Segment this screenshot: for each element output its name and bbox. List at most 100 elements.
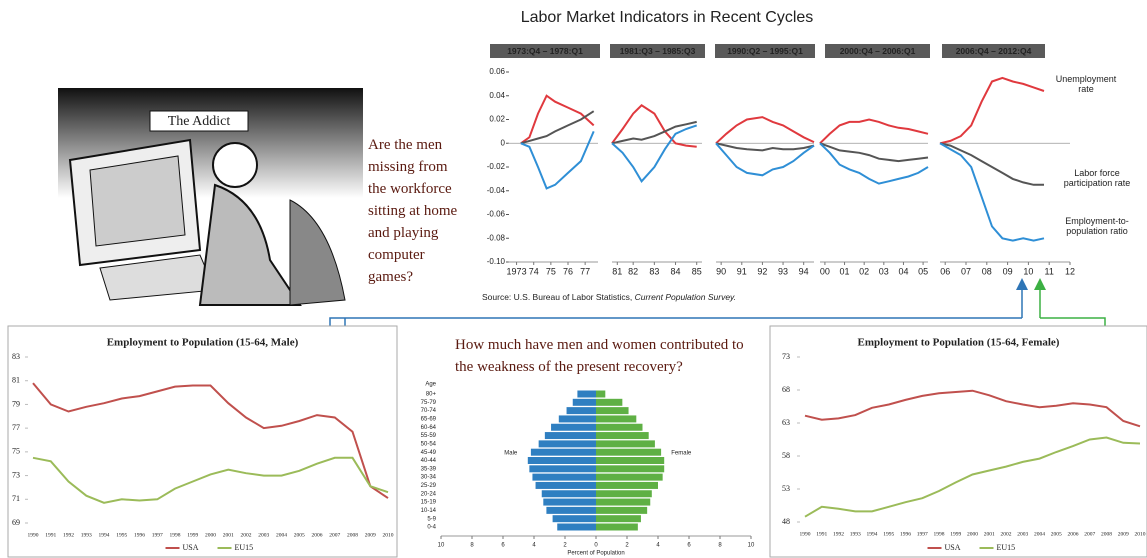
x-tick-label: 1990 xyxy=(800,531,811,537)
x-tick-label: 1991 xyxy=(45,532,56,538)
x-tick-label: 2005 xyxy=(294,532,305,538)
x-tick-label: 10 xyxy=(438,543,445,549)
y-tick-label: 0.02 xyxy=(489,115,505,124)
y-tick-label: 10-14 xyxy=(421,508,437,514)
bar xyxy=(545,432,596,439)
y-tick-label: 80+ xyxy=(426,392,437,398)
x-tick-label: 03 xyxy=(879,266,889,276)
x-tick-label: 2010 xyxy=(383,532,394,538)
panel-title: 1990:Q2 – 1995:Q1 xyxy=(727,46,803,56)
bar xyxy=(532,474,596,481)
bar xyxy=(531,449,596,456)
y-tick-label: 69 xyxy=(12,518,20,527)
x-tick-label: 92 xyxy=(757,266,767,276)
series-label: Employment-to-population ratio xyxy=(1052,216,1142,236)
x-tick-label: 2005 xyxy=(1051,531,1062,537)
y-tick-label: 5-9 xyxy=(427,516,436,522)
bar xyxy=(559,415,596,422)
chart-frame xyxy=(8,326,397,557)
x-tick-label: 2006 xyxy=(1068,531,1079,537)
x-tick-label: 2006 xyxy=(312,532,323,538)
y-tick-label: 50-54 xyxy=(421,441,437,447)
legend-label: USA xyxy=(945,543,961,552)
x-tick-label: 1995 xyxy=(883,531,894,537)
bar xyxy=(596,490,652,497)
x-tick-label: 2001 xyxy=(984,531,995,537)
x-tick-label: 1973 xyxy=(507,266,527,276)
x-tick-label: 1999 xyxy=(950,531,961,537)
bar xyxy=(596,499,650,506)
page: The Addict Labor Market Indicators in Re… xyxy=(0,0,1147,558)
bar xyxy=(596,415,636,422)
y-tick-label: 77 xyxy=(12,423,20,432)
x-tick-label: 6 xyxy=(687,543,691,549)
x-tick-label: 05 xyxy=(918,266,928,276)
y-tick-label: -0.02 xyxy=(487,162,506,171)
line xyxy=(820,120,928,144)
y-tick-label: 75-79 xyxy=(421,400,437,406)
y-tick-label: 79 xyxy=(12,399,20,408)
series-label: Female xyxy=(671,451,692,457)
x-tick-label: 1996 xyxy=(900,531,911,537)
x-tick-label: 2003 xyxy=(1017,531,1028,537)
panel-title: 1973:Q4 – 1978:Q1 xyxy=(507,46,583,56)
series-label: Male xyxy=(504,451,518,457)
x-tick-label: 82 xyxy=(628,266,638,276)
bar xyxy=(551,424,596,431)
x-tick-label: 1999 xyxy=(187,532,198,538)
x-tick-label: 2004 xyxy=(276,532,287,538)
x-tick-label: 75 xyxy=(546,266,556,276)
x-tick-label: 04 xyxy=(898,266,908,276)
line xyxy=(716,143,814,150)
x-tick-label: 2 xyxy=(563,543,567,549)
x-tick-label: 10 xyxy=(1023,266,1033,276)
x-tick-label: 76 xyxy=(563,266,573,276)
x-tick-label: 2004 xyxy=(1034,531,1045,537)
x-tick-label: 08 xyxy=(982,266,992,276)
y-tick-label: 60-64 xyxy=(421,425,437,431)
x-tick-label: 2008 xyxy=(1101,531,1112,537)
bar xyxy=(596,524,638,531)
bar xyxy=(596,440,655,447)
x-tick-label: 1998 xyxy=(934,531,945,537)
x-tick-label: 1997 xyxy=(152,532,163,538)
x-tick-label: 6 xyxy=(501,543,505,549)
x-tick-label: 2 xyxy=(625,543,629,549)
y-tick-label: -0.04 xyxy=(487,186,506,195)
bar xyxy=(596,457,664,464)
legend-label: EU15 xyxy=(235,543,254,552)
x-tick-label: 11 xyxy=(1045,266,1054,276)
x-tick-label: 83 xyxy=(649,266,659,276)
x-tick-label: 77 xyxy=(580,266,590,276)
bar xyxy=(596,407,629,414)
line xyxy=(820,143,928,161)
y-tick-label: 68 xyxy=(782,385,790,394)
x-tick-label: 8 xyxy=(718,543,722,549)
x-tick-label: 74 xyxy=(529,266,539,276)
x-tick-label: 93 xyxy=(778,266,788,276)
x-tick-label: 02 xyxy=(859,266,869,276)
y-tick-label: 81 xyxy=(12,376,20,385)
cartoon-body xyxy=(200,185,300,305)
x-tick-label: 2001 xyxy=(223,532,234,538)
x-tick-label: 1991 xyxy=(816,531,827,537)
question: Are the men missing from the workforce s… xyxy=(368,134,468,288)
y-tick-label: 0 xyxy=(501,138,506,147)
x-tick-label: 06 xyxy=(940,266,950,276)
y-tick-label: 30-34 xyxy=(421,475,437,481)
legend-label: USA xyxy=(183,543,199,552)
bar xyxy=(536,482,596,489)
chart-title: Employment to Population (15-64, Male) xyxy=(107,337,299,349)
y-tick-label: -0.10 xyxy=(487,257,506,266)
x-tick-label: 94 xyxy=(799,266,809,276)
x-tick-label: 85 xyxy=(692,266,702,276)
x-tick-label: 1990 xyxy=(28,532,39,538)
bar xyxy=(577,391,596,398)
x-tick-label: 2009 xyxy=(365,532,376,538)
y-axis-label: Age xyxy=(425,382,436,388)
y-tick-label: -0.08 xyxy=(487,233,506,242)
x-tick-label: 09 xyxy=(1003,266,1013,276)
x-tick-label: 91 xyxy=(737,266,747,276)
y-tick-label: 65-69 xyxy=(421,417,437,423)
bar xyxy=(596,449,661,456)
